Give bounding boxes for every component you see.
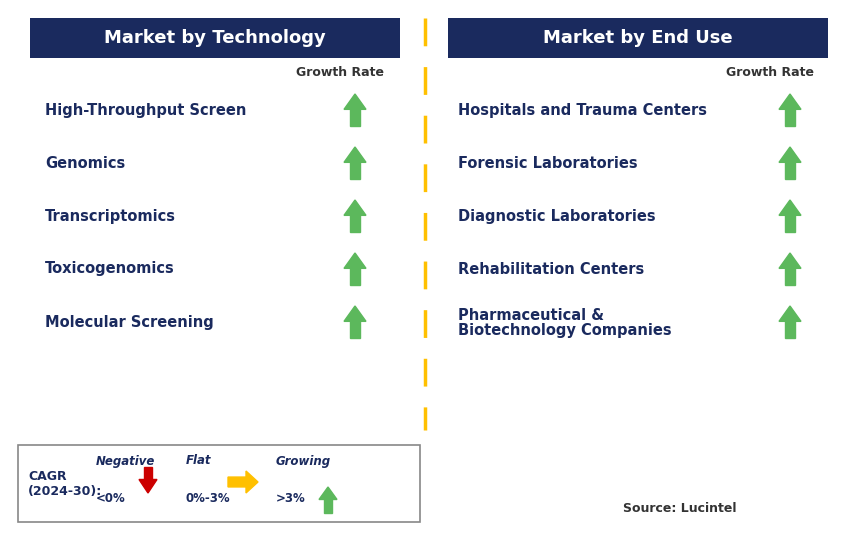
- Polygon shape: [344, 94, 366, 109]
- Text: Pharmaceutical &: Pharmaceutical &: [458, 308, 604, 322]
- Polygon shape: [785, 162, 795, 179]
- Polygon shape: [351, 215, 360, 232]
- Polygon shape: [779, 200, 801, 215]
- Text: CAGR
(2024-30):: CAGR (2024-30):: [28, 470, 102, 498]
- FancyBboxPatch shape: [18, 445, 420, 522]
- Text: Source: Lucintel: Source: Lucintel: [623, 501, 737, 514]
- Text: Hospitals and Trauma Centers: Hospitals and Trauma Centers: [458, 103, 707, 117]
- FancyBboxPatch shape: [30, 18, 400, 58]
- Text: Growing: Growing: [276, 455, 331, 468]
- Text: Genomics: Genomics: [45, 155, 125, 171]
- Polygon shape: [344, 147, 366, 162]
- Polygon shape: [344, 253, 366, 268]
- Text: Market by End Use: Market by End Use: [543, 29, 733, 47]
- Text: Toxicogenomics: Toxicogenomics: [45, 261, 174, 277]
- Text: Growth Rate: Growth Rate: [296, 66, 384, 79]
- Polygon shape: [344, 306, 366, 321]
- Text: Growth Rate: Growth Rate: [726, 66, 814, 79]
- Text: Forensic Laboratories: Forensic Laboratories: [458, 155, 637, 171]
- Text: Flat: Flat: [186, 455, 212, 468]
- Text: Diagnostic Laboratories: Diagnostic Laboratories: [458, 209, 655, 223]
- Polygon shape: [228, 471, 258, 493]
- Polygon shape: [779, 306, 801, 321]
- Text: Biotechnology Companies: Biotechnology Companies: [458, 323, 671, 338]
- Text: <0%: <0%: [96, 492, 126, 506]
- Polygon shape: [779, 147, 801, 162]
- Text: Rehabilitation Centers: Rehabilitation Centers: [458, 261, 644, 277]
- Polygon shape: [785, 109, 795, 126]
- Text: Transcriptomics: Transcriptomics: [45, 209, 176, 223]
- Text: Molecular Screening: Molecular Screening: [45, 315, 214, 329]
- Polygon shape: [139, 479, 157, 493]
- Polygon shape: [785, 268, 795, 285]
- Polygon shape: [351, 321, 360, 338]
- Text: Negative: Negative: [96, 455, 156, 468]
- FancyBboxPatch shape: [448, 18, 828, 58]
- Polygon shape: [351, 268, 360, 285]
- Polygon shape: [324, 499, 332, 513]
- Polygon shape: [351, 109, 360, 126]
- Polygon shape: [319, 487, 337, 499]
- Polygon shape: [344, 200, 366, 215]
- Polygon shape: [779, 94, 801, 109]
- Polygon shape: [785, 215, 795, 232]
- Polygon shape: [144, 467, 151, 479]
- Text: Market by Technology: Market by Technology: [104, 29, 326, 47]
- Polygon shape: [785, 321, 795, 338]
- Text: High-Throughput Screen: High-Throughput Screen: [45, 103, 247, 117]
- Polygon shape: [779, 253, 801, 268]
- Text: >3%: >3%: [276, 492, 306, 506]
- Text: 0%-3%: 0%-3%: [186, 492, 231, 506]
- Polygon shape: [351, 162, 360, 179]
